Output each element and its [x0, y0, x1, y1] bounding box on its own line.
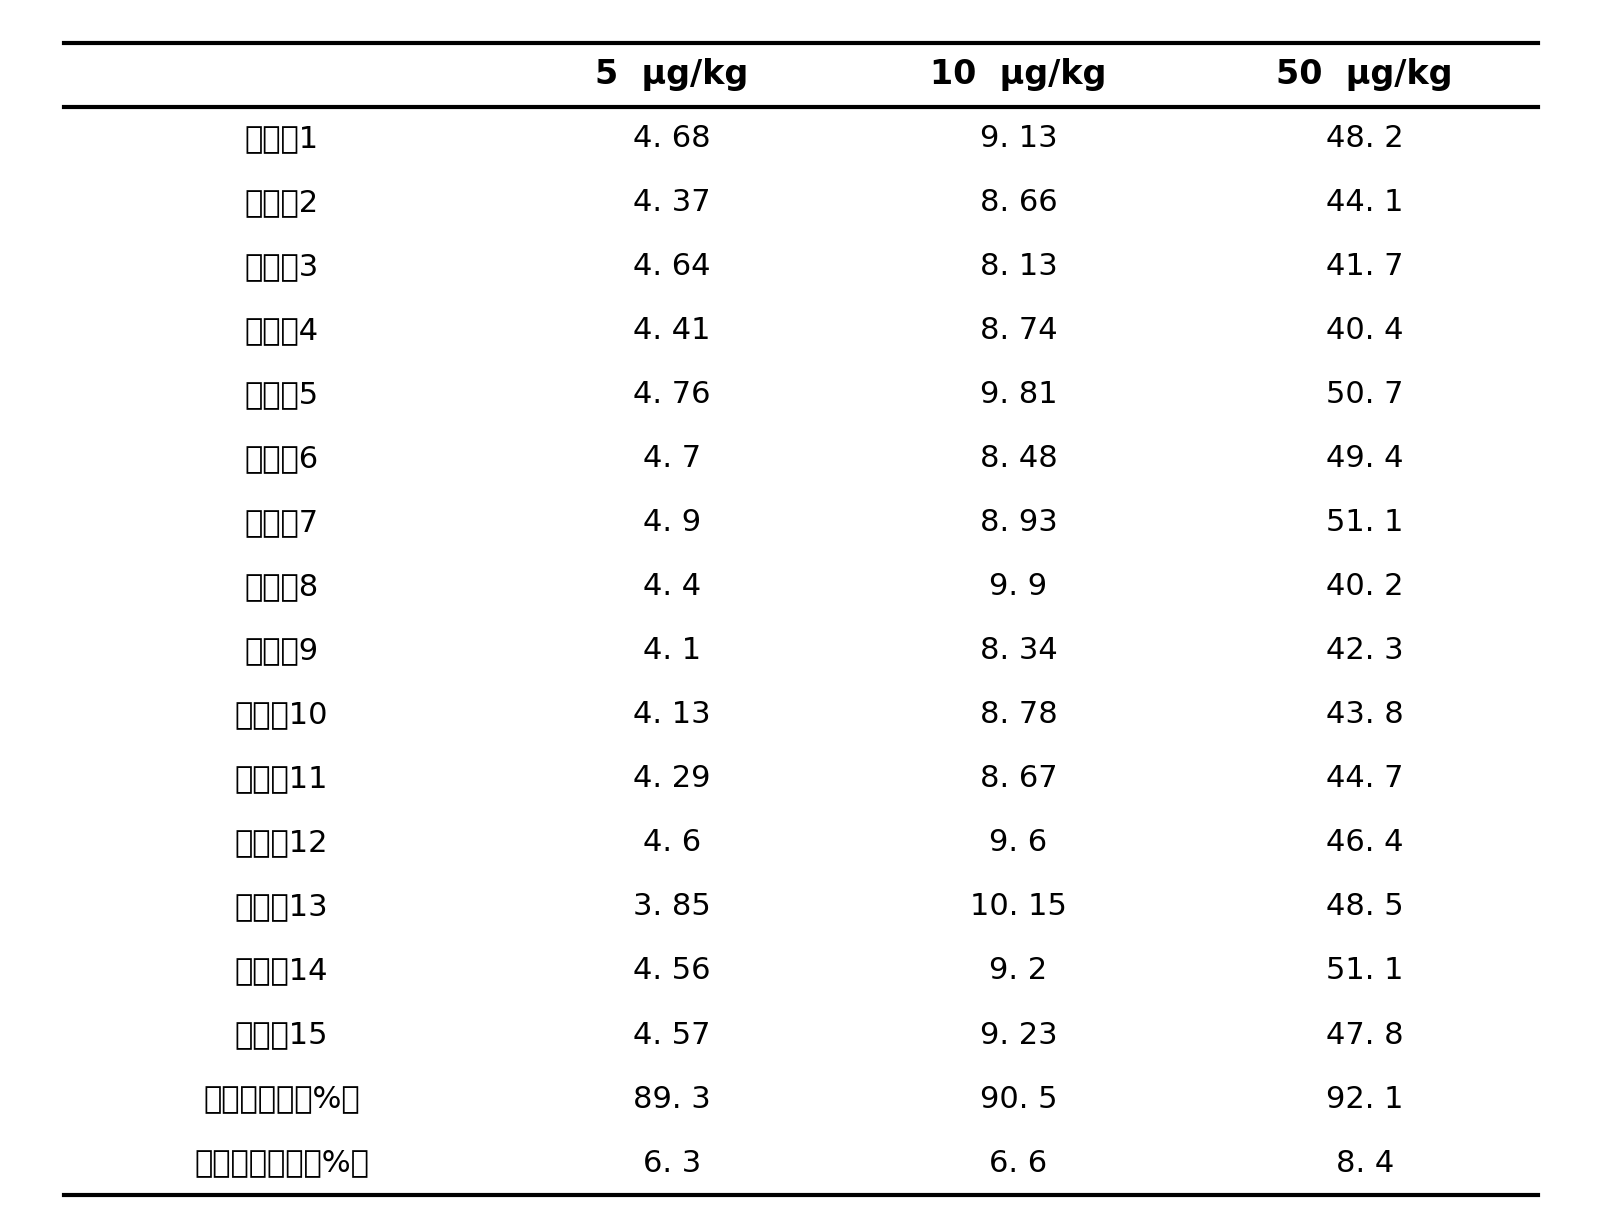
Text: 8. 4: 8. 4: [1336, 1149, 1394, 1178]
Text: 43. 8: 43. 8: [1326, 701, 1403, 729]
Text: 测定倷11: 测定倷11: [235, 764, 328, 793]
Text: 4. 76: 4. 76: [633, 380, 711, 409]
Text: 46. 4: 46. 4: [1326, 829, 1403, 858]
Text: 9. 81: 9. 81: [979, 380, 1057, 409]
Text: 89. 3: 89. 3: [633, 1084, 711, 1114]
Text: 4. 29: 4. 29: [633, 764, 711, 793]
Text: 4. 6: 4. 6: [642, 829, 702, 858]
Text: 4. 7: 4. 7: [642, 444, 702, 473]
Text: 4. 56: 4. 56: [633, 957, 711, 986]
Text: 44. 7: 44. 7: [1326, 764, 1403, 793]
Text: 42. 3: 42. 3: [1326, 636, 1403, 666]
Text: 50  μg/kg: 50 μg/kg: [1277, 58, 1453, 91]
Text: 9. 13: 9. 13: [979, 124, 1057, 153]
Text: 4. 37: 4. 37: [633, 189, 711, 217]
Text: 8. 13: 8. 13: [979, 252, 1057, 281]
Text: 90. 5: 90. 5: [980, 1084, 1057, 1114]
Text: 49. 4: 49. 4: [1326, 444, 1403, 473]
Text: 4. 64: 4. 64: [633, 252, 711, 281]
Text: 测定倷9: 测定倷9: [245, 636, 319, 666]
Text: 40. 2: 40. 2: [1326, 572, 1403, 601]
Text: 8. 66: 8. 66: [979, 189, 1057, 217]
Text: 测定倷14: 测定倷14: [235, 957, 328, 986]
Text: 相对标准偏差（%）: 相对标准偏差（%）: [194, 1149, 368, 1178]
Text: 9. 9: 9. 9: [990, 572, 1048, 601]
Text: 10. 15: 10. 15: [969, 892, 1067, 921]
Text: 40. 4: 40. 4: [1326, 316, 1403, 346]
Text: 4. 9: 4. 9: [642, 509, 702, 537]
Text: 51. 1: 51. 1: [1326, 509, 1403, 537]
Text: 测定倷8: 测定倷8: [245, 572, 319, 601]
Text: 平均回收率（%）: 平均回收率（%）: [203, 1084, 360, 1114]
Text: 41. 7: 41. 7: [1326, 252, 1403, 281]
Text: 4. 4: 4. 4: [642, 572, 702, 601]
Text: 6. 3: 6. 3: [642, 1149, 702, 1178]
Text: 5  μg/kg: 5 μg/kg: [596, 58, 748, 91]
Text: 50. 7: 50. 7: [1326, 380, 1403, 409]
Text: 6. 6: 6. 6: [990, 1149, 1048, 1178]
Text: 8. 34: 8. 34: [979, 636, 1057, 666]
Text: 测定倷4: 测定倷4: [245, 316, 319, 346]
Text: 4. 1: 4. 1: [642, 636, 702, 666]
Text: 测定倷10: 测定倷10: [235, 701, 328, 729]
Text: 9. 2: 9. 2: [990, 957, 1048, 986]
Text: 测定倷1: 测定倷1: [245, 124, 319, 153]
Text: 测定倷2: 测定倷2: [245, 189, 319, 217]
Text: 8. 74: 8. 74: [979, 316, 1057, 346]
Text: 4. 68: 4. 68: [633, 124, 711, 153]
Text: 测定倷12: 测定倷12: [235, 829, 328, 858]
Text: 51. 1: 51. 1: [1326, 957, 1403, 986]
Text: 4. 57: 4. 57: [633, 1021, 711, 1049]
Text: 9. 23: 9. 23: [979, 1021, 1057, 1049]
Text: 44. 1: 44. 1: [1326, 189, 1403, 217]
Text: 测定倷13: 测定倷13: [234, 892, 328, 921]
Text: 测定倷3: 测定倷3: [245, 252, 319, 281]
Text: 测定倷5: 测定倷5: [245, 380, 319, 409]
Text: 测定倷7: 测定倷7: [245, 509, 319, 537]
Text: 48. 5: 48. 5: [1326, 892, 1403, 921]
Text: 10  μg/kg: 10 μg/kg: [931, 58, 1107, 91]
Text: 8. 48: 8. 48: [979, 444, 1057, 473]
Text: 3. 85: 3. 85: [633, 892, 711, 921]
Text: 测定倷6: 测定倷6: [245, 444, 319, 473]
Text: 8. 93: 8. 93: [979, 509, 1057, 537]
Text: 8. 67: 8. 67: [979, 764, 1057, 793]
Text: 4. 13: 4. 13: [633, 701, 711, 729]
Text: 92. 1: 92. 1: [1326, 1084, 1403, 1114]
Text: 47. 8: 47. 8: [1326, 1021, 1403, 1049]
Text: 4. 41: 4. 41: [633, 316, 711, 346]
Text: 48. 2: 48. 2: [1326, 124, 1403, 153]
Text: 9. 6: 9. 6: [990, 829, 1048, 858]
Text: 测定倷15: 测定倷15: [235, 1021, 328, 1049]
Text: 8. 78: 8. 78: [979, 701, 1057, 729]
